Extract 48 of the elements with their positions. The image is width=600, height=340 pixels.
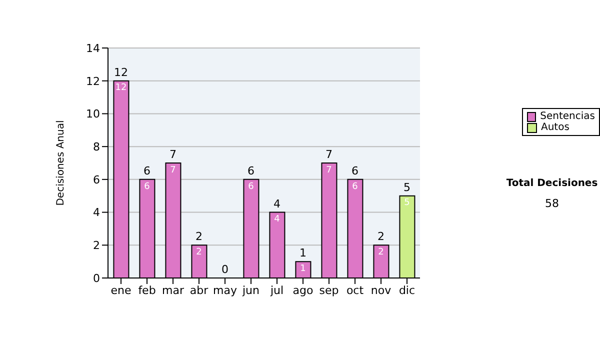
x-tick-label: oct <box>346 284 364 297</box>
total-label: 6 <box>144 164 150 178</box>
x-tick-label: ago <box>292 284 314 297</box>
y-tick-label: 2 <box>93 239 100 252</box>
y-tick-label: 8 <box>93 140 100 154</box>
x-tick-label: feb <box>138 284 156 297</box>
data-label: 7 <box>170 165 176 176</box>
x-tick-label: sep <box>319 284 339 297</box>
y-tick-label: 14 <box>86 42 100 55</box>
data-label: 2 <box>378 248 384 258</box>
total-label: 6 <box>352 164 358 178</box>
data-label: 2 <box>196 248 202 258</box>
y-tick-label: 6 <box>93 173 100 186</box>
total-label: 1 <box>300 246 306 260</box>
y-tick-label: 12 <box>86 74 100 88</box>
data-label: 7 <box>326 165 332 176</box>
data-label: 4 <box>274 214 280 225</box>
x-tick-label: ene <box>110 284 132 297</box>
text: 58 <box>544 197 560 210</box>
y-axis-title: Decisiones Anual <box>56 120 67 206</box>
total-label: 4 <box>274 197 280 210</box>
x-tick-label: jun <box>242 284 260 297</box>
data-label: 5 <box>404 198 410 208</box>
legend-label: Autos <box>541 122 570 133</box>
data-label: 1 <box>300 264 306 274</box>
x-tick-label: nov <box>370 284 392 297</box>
total-label: 0 <box>222 263 228 276</box>
total-label: 6 <box>248 164 254 178</box>
x-tick-label: may <box>213 284 238 297</box>
data-label: 6 <box>144 182 150 192</box>
y-tick-label: 10 <box>86 108 100 121</box>
x-tick-label: abr <box>190 284 209 297</box>
text: Total Decisiones <box>505 178 599 189</box>
x-tick-label: dic <box>398 284 416 297</box>
total-label: 12 <box>114 66 128 79</box>
total-label: 5 <box>404 180 410 194</box>
total-label: 7 <box>326 148 332 161</box>
y-tick-label: 0 <box>93 272 100 285</box>
legend-label: Sentencias <box>540 111 595 122</box>
data-label: 12 <box>115 83 127 94</box>
total-label: 2 <box>378 230 384 244</box>
data-label: 6 <box>352 182 358 192</box>
total-label: 2 <box>196 230 202 244</box>
total-label: 7 <box>170 148 176 161</box>
y-tick-label: 4 <box>93 206 100 220</box>
data-label: 6 <box>248 182 254 192</box>
x-tick-label: jul <box>269 284 284 297</box>
x-tick-label: mar <box>162 284 184 297</box>
